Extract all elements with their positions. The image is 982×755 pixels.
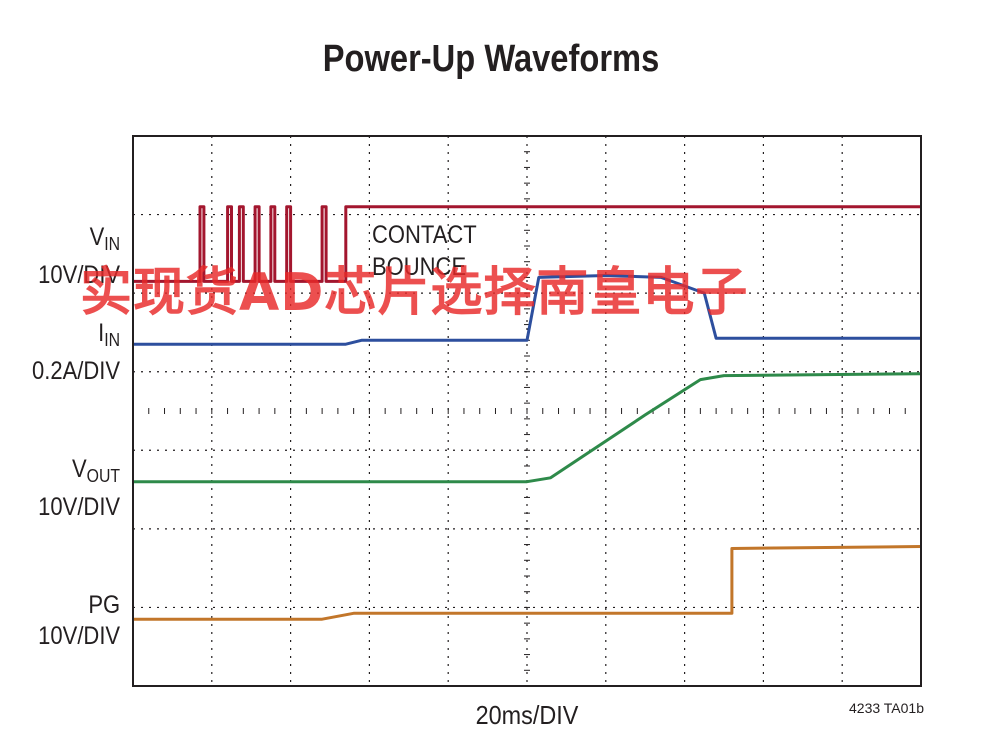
series-line-pg — [133, 545, 922, 621]
vin-name: V — [89, 223, 105, 251]
vout-name: V — [71, 455, 87, 483]
vout-name-sub: OUT — [86, 466, 120, 486]
series-line-vin — [133, 205, 921, 283]
figure-code: 4233 TA01b — [849, 700, 924, 716]
iin-scale: 0.2A/DIV — [31, 357, 120, 385]
watermark-text: 实现货AD芯片选择南皇电子 — [80, 263, 749, 323]
vout-label: VOUT 10V/DIV — [38, 454, 120, 523]
series-line-vout — [133, 372, 922, 484]
iin-label: IIN 0.2A/DIV — [32, 318, 120, 387]
chart-title: Power-Up Waveforms — [322, 38, 660, 80]
pg-name: PG — [88, 591, 120, 619]
vin-scale: 10V/DIV — [38, 261, 120, 289]
vout-scale: 10V/DIV — [38, 493, 120, 521]
iin-name-sub: IN — [104, 330, 120, 350]
x-axis-label: 20ms/DIV — [475, 700, 579, 730]
annotation-line-2: BOUNCE — [372, 253, 467, 281]
plot-traces — [133, 205, 922, 621]
series-line-iin — [133, 274, 921, 346]
plot-grid — [132, 135, 922, 687]
iin-name: I — [98, 319, 105, 347]
vin-label: VIN 10V/DIV — [38, 222, 120, 291]
vin-name-sub: IN — [104, 234, 120, 254]
contact-bounce-annotation: CONTACT BOUNCE — [372, 219, 477, 283]
plot-frame — [132, 135, 922, 687]
pg-label: PG 10V/DIV — [38, 590, 120, 652]
pg-scale: 10V/DIV — [38, 622, 120, 650]
annotation-line-1: CONTACT — [372, 221, 477, 249]
